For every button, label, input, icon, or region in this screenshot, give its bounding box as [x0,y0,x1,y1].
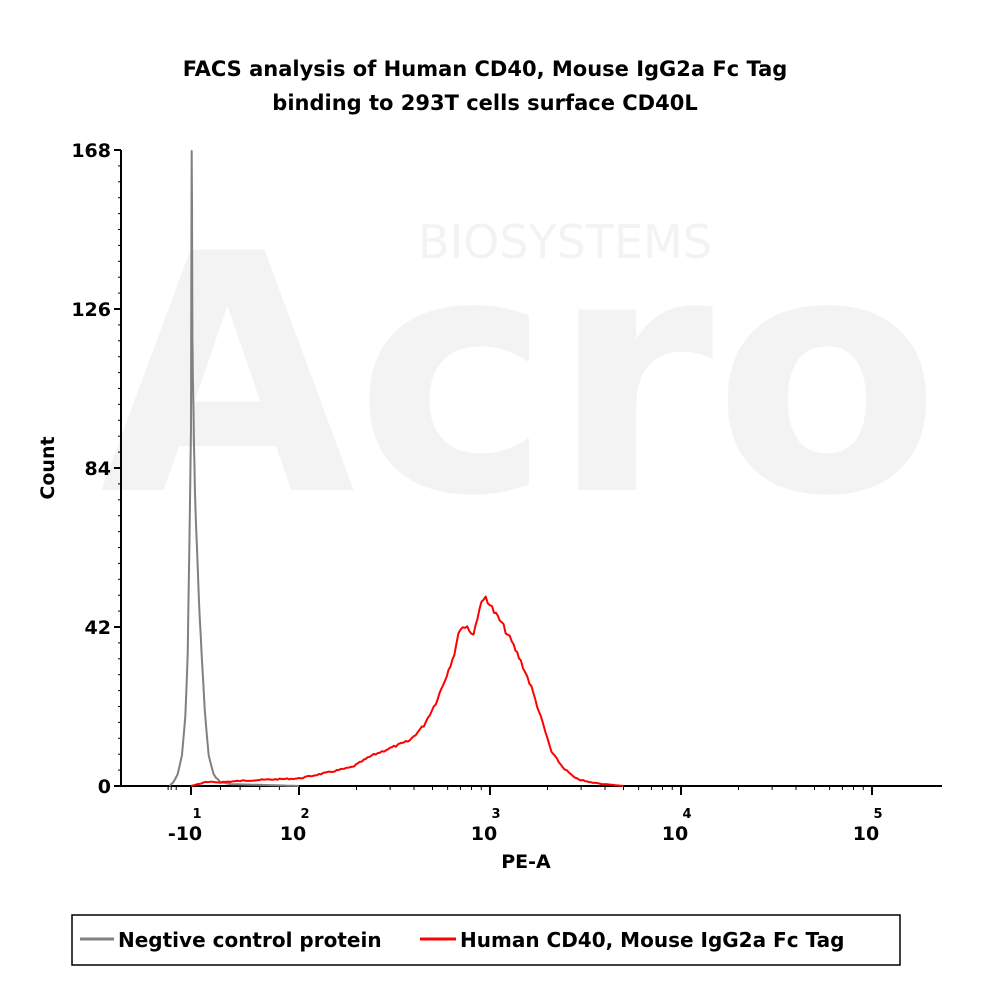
y-tick-label: 126 [71,299,111,321]
legend-label-human-cd40: Human CD40, Mouse IgG2a Fc Tag [460,928,844,952]
x-tick-label: 10 [853,823,879,845]
y-tick-label: 84 [85,458,111,480]
series-line-human-cd40 [190,595,624,787]
y-ticks: 0 42 84 126 168 [71,140,121,798]
x-tick-exponent: 4 [682,807,691,822]
x-tick-label: 10 [280,823,306,845]
x-tick-label: 10 [662,823,688,845]
watermark-sub: BIOSYSTEMS [418,215,712,269]
y-tick-label: 42 [85,617,111,639]
series-line-negative-control [168,150,300,787]
legend-label-negative-control: Negtive control protein [118,928,382,952]
x-tick-exponent: 5 [873,807,882,822]
y-tick-label: 0 [98,776,111,798]
watermark-brand: Acro [100,184,940,568]
y-tick-label: 168 [71,140,111,162]
y-axis-label: Count [37,436,59,499]
legend-box [71,914,901,966]
x-tick-label: -10 [168,823,202,845]
x-tick-exponent: 3 [491,807,500,822]
legend: Negtive control protein Human CD40, Mous… [71,914,901,966]
x-axis-label: PE-A [501,851,551,873]
chart-title-line-1: FACS analysis of Human CD40, Mouse IgG2a… [183,57,788,81]
series-layer [168,150,624,787]
chart-title-line-2: binding to 293T cells surface CD40L [272,91,697,115]
x-tick-exponent: 2 [300,807,309,822]
x-tick-label: 10 [471,823,497,845]
x-tick-exponent: 1 [192,807,201,822]
